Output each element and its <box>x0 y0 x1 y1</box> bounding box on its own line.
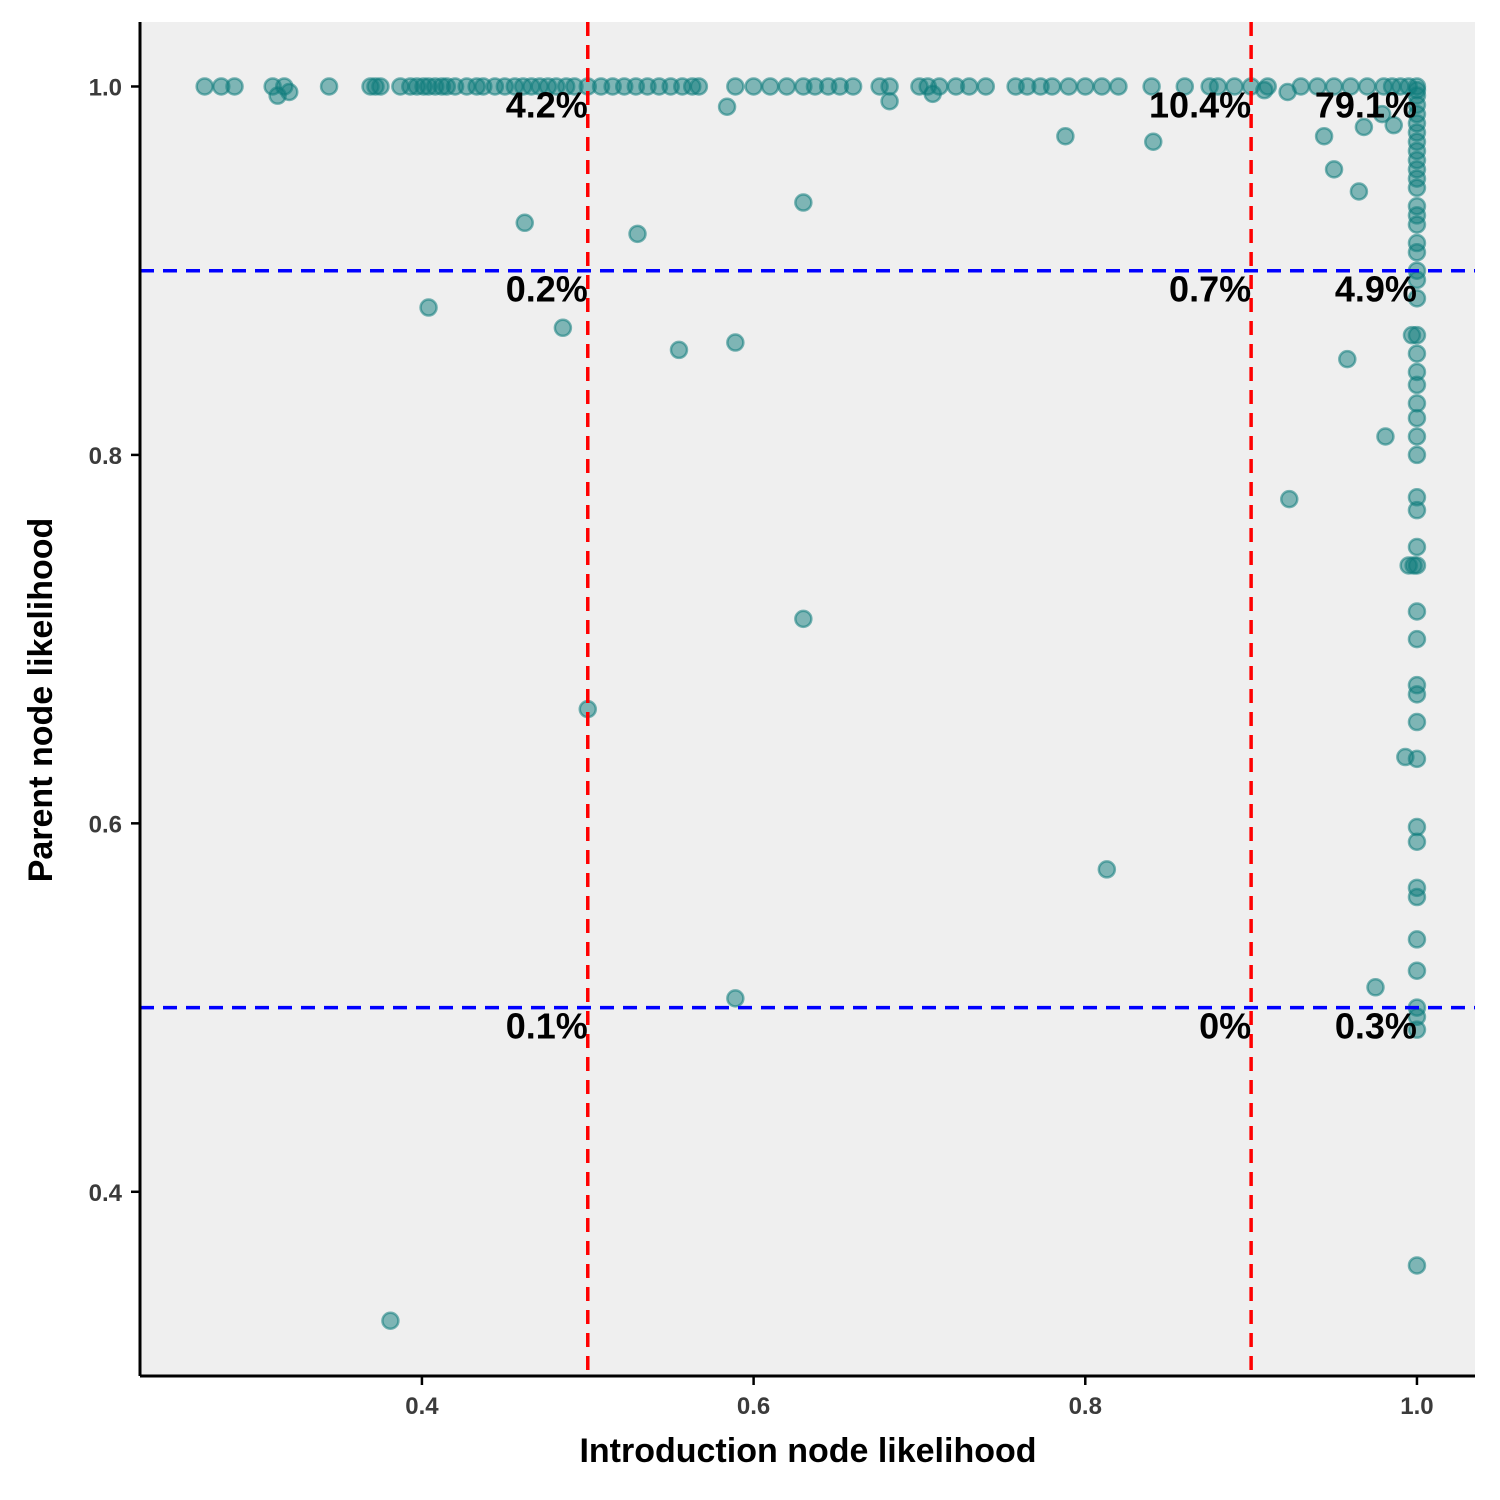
quadrant-percent-labels: 4.2% 10.4% 79.1% 0.2% 0.7% 4.9% 0.1% 0% 0.3% <box>506 84 1417 1046</box>
data-point-right-column <box>1407 832 1427 852</box>
x-tick-label: 0.6 <box>737 1393 770 1420</box>
x-axis-title: Introduction node likelihood <box>579 1432 1036 1470</box>
data-point-right-column <box>1407 930 1427 949</box>
x-tick-label: 0.8 <box>1069 1393 1102 1420</box>
data-point <box>1324 160 1344 179</box>
data-point-top-row <box>760 77 780 96</box>
data-point-top-row <box>1059 77 1078 96</box>
quadrant-label: 0.2% <box>506 269 588 310</box>
data-point-top-row <box>1092 77 1112 96</box>
data-point <box>1144 132 1163 151</box>
y-tick-label: 1.0 <box>89 74 122 101</box>
quadrant-label: 0.7% <box>1169 269 1251 310</box>
axes-group: 0.4 0.6 0.8 1.0 0.4 0.6 0.8 1.0 <box>89 22 1475 1420</box>
data-point <box>515 213 534 233</box>
data-point <box>669 340 689 360</box>
data-point <box>381 1311 400 1330</box>
data-point-right-column <box>1407 685 1427 704</box>
data-point-top-row <box>689 77 709 96</box>
data-point <box>553 318 573 338</box>
data-point-right-column <box>1407 289 1427 308</box>
data-point <box>1372 104 1392 124</box>
data-point <box>726 989 745 1008</box>
data-point-top-row <box>1175 77 1195 96</box>
data-point <box>923 84 942 104</box>
data-point-right-column <box>1407 712 1427 732</box>
data-point-top-row <box>744 77 763 96</box>
data-point <box>1384 115 1403 135</box>
data-point <box>1314 126 1334 146</box>
quadrant-label: 4.9% <box>1335 269 1417 310</box>
x-tick-label: 1.0 <box>1400 1393 1433 1420</box>
data-point-right-column <box>1407 427 1427 446</box>
quadrant-label: 10.4% <box>1149 84 1251 125</box>
data-point-top-row <box>1076 77 1095 96</box>
threshold-lines-group <box>140 22 1475 1376</box>
data-points-group <box>195 77 1427 1330</box>
data-point-top-row <box>225 77 244 96</box>
data-point-right-column <box>1407 961 1427 980</box>
data-point <box>1366 978 1385 997</box>
data-point <box>1354 117 1374 137</box>
data-point <box>1404 556 1423 575</box>
data-point-top-row <box>319 77 339 96</box>
data-point <box>1097 860 1117 879</box>
data-point-right-column <box>1407 408 1427 428</box>
y-tick-label: 0.8 <box>89 443 122 470</box>
data-point-right-column <box>1407 243 1427 262</box>
data-point-right-column <box>1407 215 1427 234</box>
quadrant-label: 0.3% <box>1335 1006 1417 1047</box>
data-point <box>1338 349 1357 369</box>
data-point <box>1376 427 1395 446</box>
data-point <box>1349 182 1369 201</box>
data-point <box>717 97 737 116</box>
data-point-right-column <box>1407 887 1427 907</box>
data-point <box>628 224 647 244</box>
data-point-right-column <box>1407 1256 1427 1275</box>
quadrant-label: 4.2% <box>506 84 588 125</box>
data-point <box>1402 325 1422 345</box>
y-tick-label: 0.4 <box>89 1180 123 1207</box>
data-point-right-column <box>1407 602 1427 621</box>
data-point-right-column <box>1407 500 1427 520</box>
data-point-top-row <box>959 77 979 96</box>
data-point-top-row <box>726 77 745 96</box>
data-point-top-row <box>976 77 996 96</box>
data-point-right-column <box>1407 344 1427 363</box>
x-tick-label: 0.4 <box>405 1393 439 1420</box>
y-tick-label: 0.6 <box>89 811 122 838</box>
data-point <box>1255 80 1274 100</box>
data-point-right-column <box>1407 445 1427 465</box>
data-point <box>1396 747 1415 767</box>
data-point-right-column <box>1407 375 1427 395</box>
data-point <box>280 82 299 102</box>
data-point-top-row <box>371 77 390 96</box>
plot-panel-background <box>140 22 1475 1376</box>
quadrant-label: 0.1% <box>506 1006 588 1047</box>
data-point-top-row <box>777 77 797 96</box>
data-point-top-row <box>1042 77 1062 96</box>
data-point-right-column <box>1407 1020 1427 1039</box>
y-axis-title: Parent node likelihood <box>22 518 60 883</box>
data-point-top-row <box>1109 77 1128 96</box>
data-point-top-row <box>195 77 214 96</box>
data-point <box>880 91 899 111</box>
data-point <box>1056 126 1075 146</box>
data-point-right-column <box>1407 629 1427 649</box>
data-point <box>1278 82 1297 102</box>
data-point <box>794 193 813 212</box>
quadrant-label: 79.1% <box>1315 84 1417 125</box>
data-point-right-column <box>1407 537 1427 557</box>
data-point-top-row <box>1142 77 1161 96</box>
data-point <box>419 298 438 317</box>
data-point <box>1280 489 1299 509</box>
data-point <box>726 333 745 352</box>
data-point-top-row <box>843 77 863 96</box>
data-point <box>794 609 813 629</box>
data-point-right-column <box>1407 178 1427 198</box>
quadrant-label: 0% <box>1199 1006 1251 1047</box>
